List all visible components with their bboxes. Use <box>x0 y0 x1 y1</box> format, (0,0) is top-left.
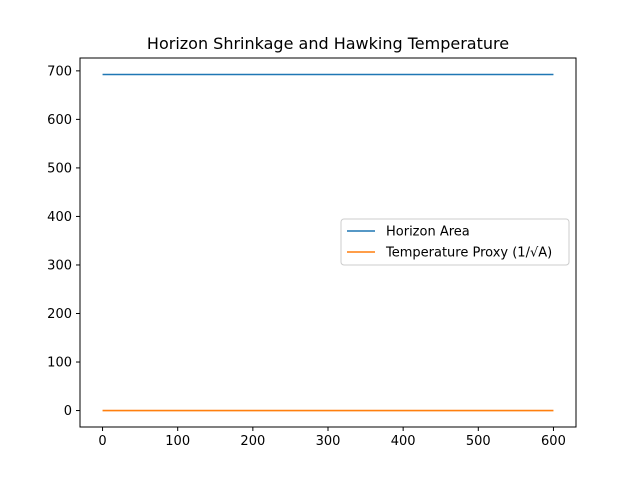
y-tick-label: 700 <box>47 64 72 79</box>
y-tick-label: 300 <box>47 258 72 273</box>
x-axis: 0 100 200 300 400 500 600 <box>98 427 566 449</box>
x-tick-label: 300 <box>316 434 341 449</box>
series-layer <box>102 73 554 412</box>
y-tick-label: 500 <box>47 161 72 176</box>
legend-box <box>340 218 570 266</box>
x-tick-label: 200 <box>240 434 265 449</box>
y-axis: 0 100 200 300 400 500 600 700 <box>47 64 80 419</box>
y-tick-label: 600 <box>47 113 72 128</box>
y-tick-label: 0 <box>64 404 72 419</box>
x-tick-label: 400 <box>391 434 416 449</box>
y-tick-label: 400 <box>47 210 72 225</box>
y-tick-label: 200 <box>47 307 72 322</box>
x-tick-label: 600 <box>541 434 566 449</box>
chart-title: Horizon Shrinkage and Hawking Temperatur… <box>147 34 509 53</box>
legend-label-0: Horizon Area <box>386 225 470 240</box>
legend-label-1: Temperature Proxy (1/√A) <box>385 246 552 261</box>
y-tick-label: 100 <box>47 356 72 371</box>
x-tick-label: 0 <box>98 434 106 449</box>
x-tick-label: 500 <box>466 434 491 449</box>
x-tick-label: 100 <box>165 434 190 449</box>
legend: Horizon Area Temperature Proxy (1/√A) <box>340 218 570 266</box>
